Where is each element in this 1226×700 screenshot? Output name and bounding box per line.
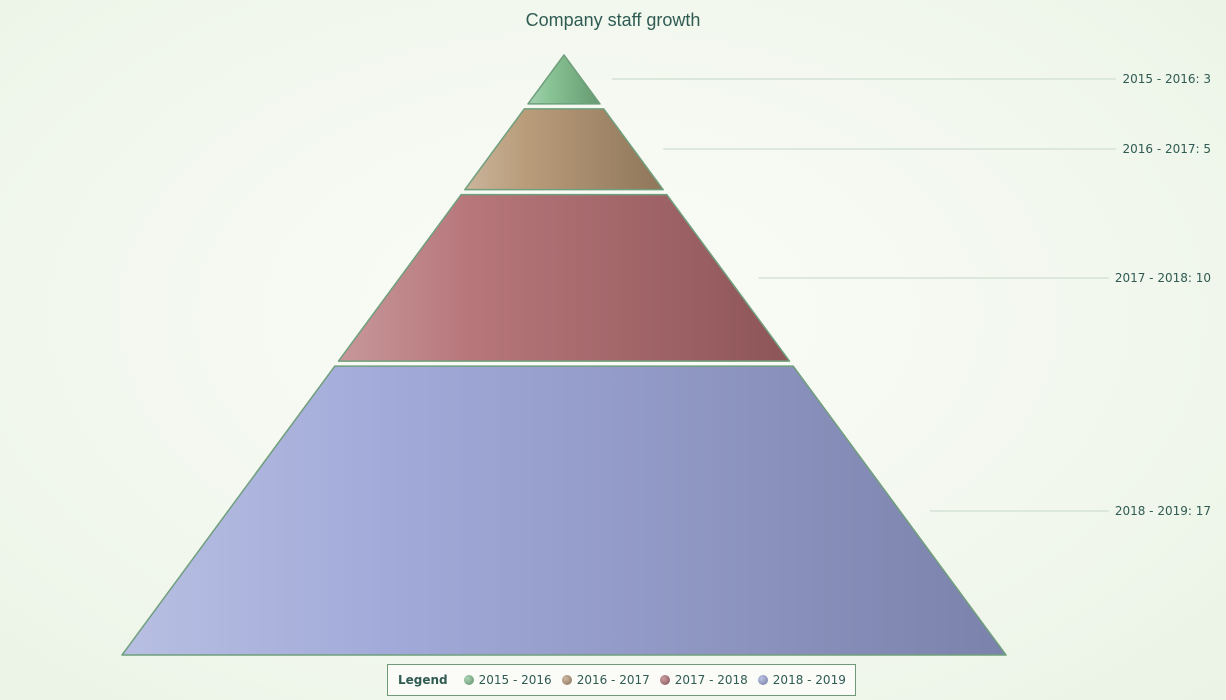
legend-label: 2017 - 2018 bbox=[674, 673, 748, 687]
pyramid-slices bbox=[121, 54, 1007, 656]
legend-title: Legend bbox=[398, 673, 448, 687]
data-label: 2017 - 2018: 10 bbox=[1115, 271, 1211, 285]
legend-marker bbox=[463, 675, 474, 685]
legend-item[interactable]: 2015 - 2016 bbox=[463, 673, 552, 687]
data-label: 2018 - 2019: 17 bbox=[1115, 504, 1211, 518]
pyramid-slice[interactable] bbox=[337, 193, 791, 362]
legend-item[interactable]: 2017 - 2018 bbox=[659, 673, 748, 687]
pyramid-slice[interactable] bbox=[121, 365, 1007, 656]
data-labels: 2015 - 2016: 3 2016 - 2017: 5 2017 - 2018:… bbox=[1115, 72, 1211, 518]
legend-label: 2016 - 2017 bbox=[576, 673, 650, 687]
legend-label: 2018 - 2019 bbox=[772, 673, 846, 687]
label-connectors bbox=[611, 78, 1116, 512]
legend-items: 2015 - 2016 2016 - 2017 2017 - 2018 2018 - … bbox=[463, 673, 846, 687]
legend-marker bbox=[659, 675, 670, 685]
pyramid-slice[interactable] bbox=[527, 54, 601, 105]
pyramid-slice[interactable] bbox=[464, 108, 664, 191]
legend-label: 2015 - 2016 bbox=[478, 673, 552, 687]
legend: Legend 2015 - 2016 2016 - 2017 2017 - 2018… bbox=[387, 664, 856, 696]
data-label: 2016 - 2017: 5 bbox=[1122, 142, 1211, 156]
legend-marker bbox=[757, 675, 768, 685]
legend-item[interactable]: 2018 - 2019 bbox=[757, 673, 846, 687]
pyramid-chart: 2015 - 2016: 3 2016 - 2017: 5 2017 - 2018:… bbox=[121, 54, 1211, 656]
legend-item[interactable]: 2016 - 2017 bbox=[561, 673, 650, 687]
legend-marker bbox=[561, 675, 572, 685]
data-label: 2015 - 2016: 3 bbox=[1122, 72, 1211, 86]
chart-title: Company staff growth bbox=[525, 10, 701, 30]
